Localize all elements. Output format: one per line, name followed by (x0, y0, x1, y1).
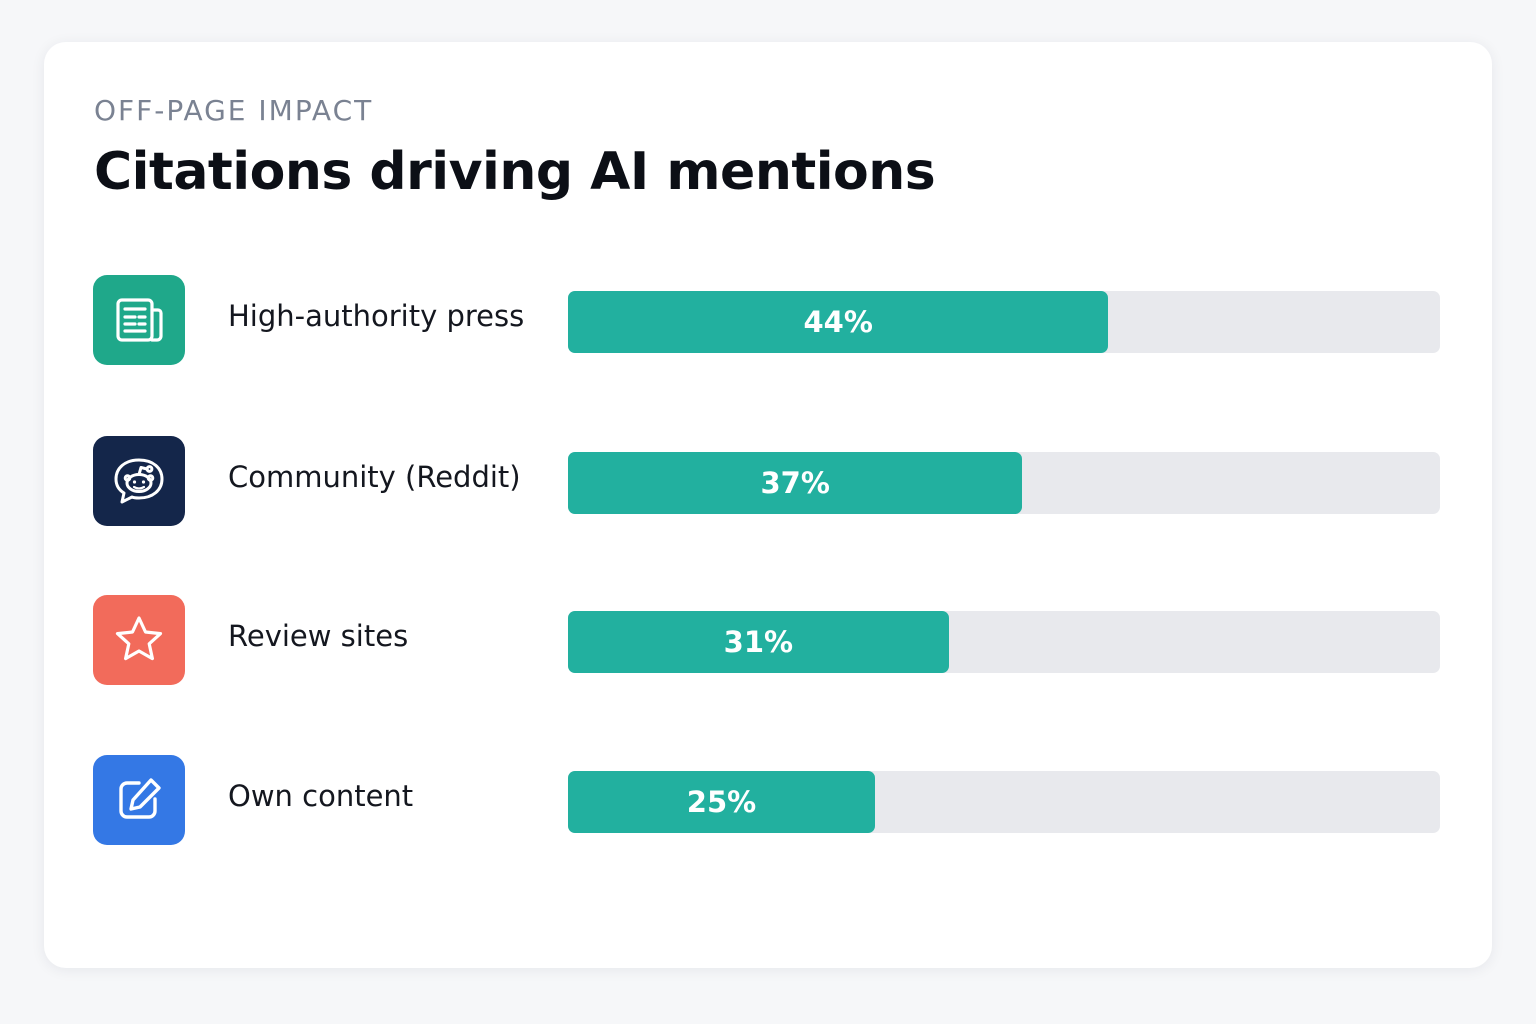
bar-category-label: Own content (228, 779, 414, 813)
bar-value-label: 44% (803, 305, 873, 339)
bar-row-press: High-authority press 44% (44, 275, 1492, 367)
bar-fill: 31% (568, 611, 949, 673)
bar-track: 37% (568, 452, 1440, 514)
reddit-chat-icon (114, 458, 164, 504)
bar-track: 44% (568, 291, 1440, 353)
review-icon-tile (93, 595, 185, 685)
eyebrow-label: OFF-PAGE IMPACT (94, 94, 374, 127)
star-icon (115, 616, 163, 661)
bar-track: 25% (568, 771, 1440, 833)
edit-icon (119, 778, 161, 819)
bar-fill: 25% (568, 771, 876, 833)
bar-track: 31% (568, 611, 1440, 673)
bar-fill: 44% (568, 291, 1109, 353)
bar-value-label: 31% (723, 625, 794, 659)
bar-category-label: High-authority press (228, 299, 525, 333)
own-content-icon-tile (93, 755, 185, 845)
bar-value-label: 25% (686, 785, 757, 819)
chart-title: Citations driving AI mentions (94, 142, 936, 202)
bar-fill: 37% (568, 452, 1023, 514)
chart-card: OFF-PAGE IMPACT Citations driving AI men… (44, 42, 1492, 968)
bar-category-label: Community (Reddit) (228, 460, 521, 494)
press-icon-tile (93, 275, 185, 365)
newspaper-icon (116, 298, 163, 342)
bar-row-community: Community (Reddit) 37% (44, 436, 1492, 528)
bar-row-own-content: Own content 25% (44, 755, 1492, 847)
bar-value-label: 37% (760, 466, 830, 500)
bar-category-label: Review sites (228, 619, 409, 653)
bar-row-reviews: Review sites 31% (44, 595, 1492, 687)
community-icon-tile (93, 436, 185, 526)
